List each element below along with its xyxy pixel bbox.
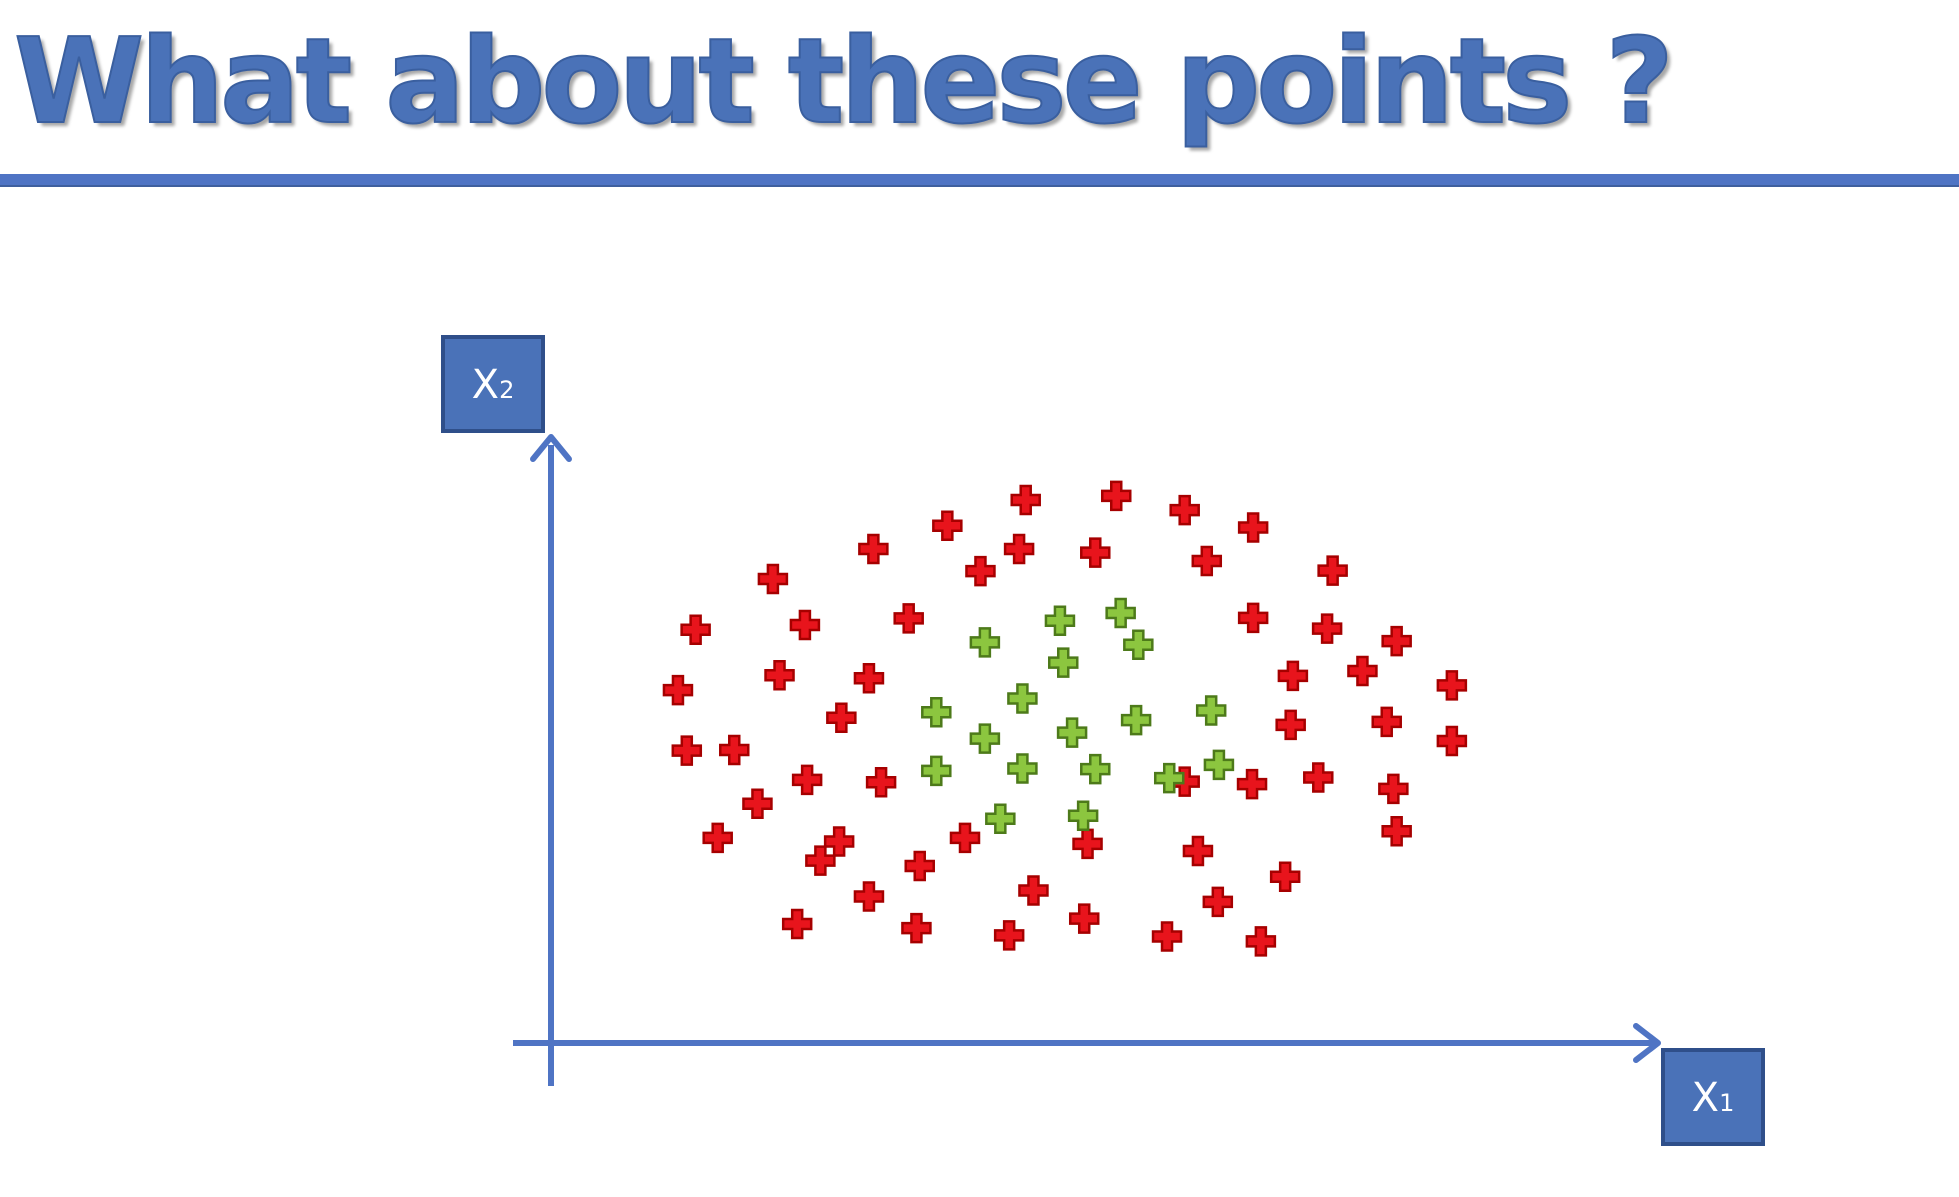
green-plus-point	[985, 803, 1016, 834]
green-plus-point	[1044, 605, 1076, 637]
red-plus-point	[1277, 660, 1309, 692]
y-axis-label-subscript: 2	[499, 376, 514, 404]
red-plus-point	[904, 850, 935, 882]
red-plus-point	[1381, 816, 1412, 847]
red-plus-point	[1182, 835, 1214, 867]
x-axis-label: X	[1692, 1075, 1719, 1121]
red-plus-point	[1237, 602, 1269, 634]
red-plus-point	[671, 735, 703, 766]
red-plus-point	[932, 510, 963, 541]
red-plus-point	[1101, 480, 1132, 512]
red-plus-point	[865, 767, 897, 798]
x-axis-label-subscript: 1	[1719, 1089, 1734, 1117]
red-plus-point	[680, 614, 711, 646]
x-axis-label-box: X1	[1661, 1048, 1765, 1146]
y-axis-label: X	[472, 362, 499, 408]
green-plus-point	[1203, 749, 1235, 781]
red-plus-point	[901, 912, 932, 944]
red-plus-point	[662, 674, 694, 706]
red-plus-point	[1436, 725, 1468, 757]
red-plus-point	[719, 734, 750, 766]
red-plus-point	[1311, 613, 1343, 644]
red-plus-point	[791, 764, 823, 796]
red-plus-point	[789, 609, 821, 641]
red-plus-point	[1202, 886, 1234, 918]
green-plus-point	[1105, 597, 1136, 629]
y-axis-label-box: X2	[441, 335, 545, 433]
red-class-points	[662, 480, 1468, 957]
red-plus-point	[858, 533, 889, 565]
red-plus-point	[781, 908, 813, 940]
red-plus-point	[1347, 655, 1378, 687]
green-plus-point	[921, 697, 952, 728]
red-plus-point	[702, 822, 733, 854]
data-points	[662, 480, 1468, 957]
red-plus-point	[1317, 555, 1348, 586]
green-plus-point	[1067, 800, 1099, 832]
red-plus-point	[1237, 512, 1269, 543]
svg-text:X1: X1	[1692, 1075, 1735, 1121]
green-plus-point	[1007, 683, 1038, 714]
x-axis	[513, 1023, 1661, 1063]
red-plus-point	[805, 845, 836, 876]
red-plus-point	[1269, 861, 1301, 893]
green-plus-point	[1056, 717, 1088, 748]
green-plus-point	[1195, 695, 1227, 726]
red-plus-point	[1169, 494, 1200, 526]
slide-title: What about these points ?	[13, 12, 1675, 150]
red-plus-point	[1068, 903, 1100, 934]
green-plus-point	[1007, 753, 1038, 784]
red-plus-point	[1191, 545, 1223, 577]
red-plus-point	[1151, 921, 1183, 952]
red-plus-point	[853, 881, 885, 912]
red-plus-point	[1381, 625, 1412, 657]
svg-text:X2: X2	[472, 362, 515, 408]
red-plus-point	[1436, 670, 1468, 701]
red-plus-point	[1371, 706, 1402, 738]
green-plus-point	[1048, 647, 1079, 678]
red-plus-point	[1003, 533, 1035, 565]
red-plus-point	[826, 702, 857, 733]
red-plus-point	[949, 822, 981, 854]
red-plus-point	[1010, 484, 1041, 516]
red-plus-point	[993, 920, 1025, 951]
red-plus-point	[1275, 709, 1306, 741]
red-plus-point	[757, 563, 789, 595]
red-plus-point	[1303, 762, 1334, 793]
red-plus-point	[1018, 875, 1049, 906]
red-plus-point	[1245, 926, 1277, 957]
red-plus-point	[853, 662, 885, 694]
green-plus-point	[1153, 762, 1185, 794]
red-plus-point	[1080, 537, 1111, 568]
red-plus-point	[893, 603, 924, 634]
green-plus-point	[1120, 704, 1152, 736]
green-class-points	[921, 597, 1235, 834]
y-axis	[530, 434, 572, 1086]
title-divider	[0, 174, 1959, 187]
red-plus-point	[1236, 768, 1268, 800]
green-plus-point	[969, 723, 1001, 754]
green-plus-point	[969, 627, 1001, 658]
green-plus-point	[1080, 753, 1111, 785]
green-plus-point	[921, 755, 952, 787]
red-plus-point	[1072, 828, 1103, 860]
red-plus-point	[742, 788, 773, 820]
green-plus-point	[1123, 629, 1154, 660]
red-plus-point	[823, 826, 855, 857]
red-plus-point	[1378, 773, 1409, 805]
red-plus-point	[965, 555, 996, 587]
red-plus-point	[764, 659, 795, 691]
